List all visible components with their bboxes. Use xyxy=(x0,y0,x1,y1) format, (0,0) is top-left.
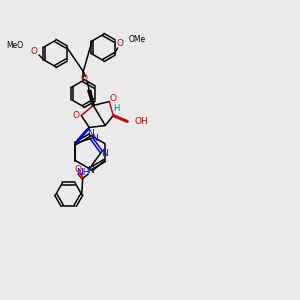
Text: O: O xyxy=(73,111,80,120)
Text: O: O xyxy=(31,46,38,56)
Text: H: H xyxy=(113,104,119,113)
Text: NH: NH xyxy=(76,168,90,177)
Text: O: O xyxy=(81,74,88,83)
Text: MeO: MeO xyxy=(6,41,23,50)
Text: O: O xyxy=(116,40,123,49)
Text: N: N xyxy=(91,134,98,143)
Text: N: N xyxy=(87,166,93,175)
Text: OH: OH xyxy=(134,117,148,126)
Polygon shape xyxy=(88,91,94,106)
Text: O: O xyxy=(110,94,117,103)
Text: OMe: OMe xyxy=(128,35,146,44)
Text: N: N xyxy=(101,148,108,158)
Text: N: N xyxy=(87,129,93,138)
Text: O: O xyxy=(74,165,81,174)
